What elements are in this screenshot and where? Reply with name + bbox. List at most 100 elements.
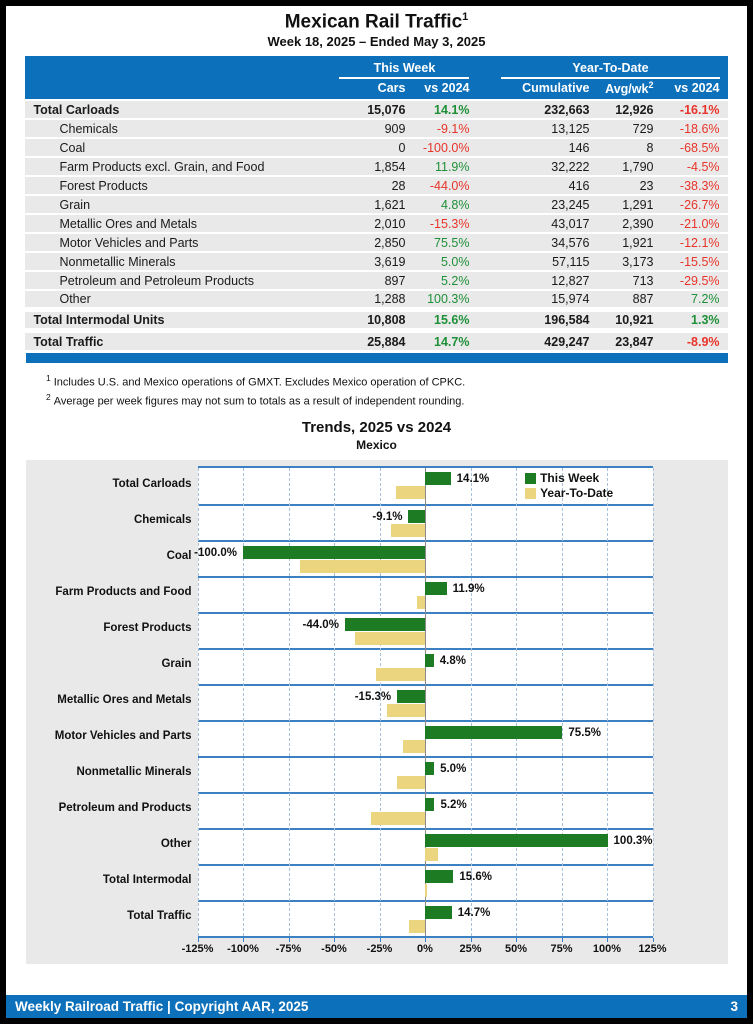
cars-value: 897 [331,270,414,291]
grid-line [197,468,199,937]
avg-per-week-value: 713 [597,270,662,291]
avg-wk-footnote-marker: 2 [648,80,654,91]
chart-category-label: Grain [161,658,192,671]
chart-category-label: Petroleum and Products [58,802,192,815]
title-footnote-marker: 1 [462,11,469,23]
bar-value-label: 14.7% [457,907,491,920]
ytd-pct: -8.9% [661,328,728,350]
grid-line [470,468,472,937]
header-blank-cell [25,56,332,80]
this-week-pct: 14.7% [413,328,478,350]
chart-category-label: Total Traffic [127,910,192,923]
grid-line [516,468,517,937]
gap-cell [477,156,494,177]
table-row: Total Intermodal Units 10,808 15.6% 196,584… [25,307,728,331]
grid-line [607,468,608,937]
chart-category-label: Forest Products [103,622,192,635]
gap-cell [477,251,494,272]
ytd-pct: -38.3% [661,175,728,196]
grid-line [243,468,244,937]
traffic-table-header: This Week Year-To-Date Cars vs 2024 Cumu… [25,56,728,101]
bar-value-label: -100.0% [194,547,237,560]
cumulative-value: 13,125 [493,118,598,139]
cars-value: 0 [331,137,414,158]
cars-value: 2,010 [331,213,414,234]
year-to-date-bar [395,486,425,500]
row-label: Total Carloads [25,99,332,120]
this-week-bar [425,472,451,486]
chart-row-band: 100.3% [197,828,653,864]
bar-value-label: 75.5% [568,727,602,740]
page-title: Mexican Rail Traffic1 [6,11,747,33]
ytd-pct: -68.5% [661,137,728,158]
avg-wk-label: Avg/wk [605,82,649,97]
page-title-text: Mexican Rail Traffic [284,11,463,33]
this-week-bar [425,654,434,668]
cumulative-value: 23,245 [493,194,598,215]
footnote: 1 Includes U.S. and Mexico operations of … [46,373,747,389]
header-blank-cell [25,79,332,101]
this-week-pct: 11.9% [413,156,478,177]
header-group-this-week: This Week [331,56,478,80]
row-label: Motor Vehicles and Parts [25,232,332,253]
x-tick-mark [425,938,426,943]
x-tick-mark [561,938,563,943]
chart-category-label: Nonmetallic Minerals [76,766,192,779]
legend-item: This Week [525,471,613,486]
this-week-pct: 75.5% [413,232,478,253]
avg-per-week-value: 1,291 [597,194,662,215]
row-label: Nonmetallic Minerals [25,251,332,272]
chart-category-label: Other [160,838,192,851]
ytd-pct: -21.0% [661,213,728,234]
ytd-pct: -15.5% [661,251,728,272]
year-to-date-bar [300,560,425,574]
row-label: Total Traffic [25,328,332,350]
chart-legend: This Week Year-To-Date [525,471,613,501]
x-tick-mark [243,938,244,943]
legend-swatch [525,488,537,500]
chart-category-label: Motor Vehicles and Parts [54,730,192,743]
table-row: Other 1,288 100.3% 15,974 887 7.2% [25,289,728,310]
year-to-date-bar [416,596,425,610]
x-tick-mark [379,938,381,943]
footnote: 2 Average per week figures may not sum to… [46,392,747,408]
bar-value-label: 5.0% [440,763,467,776]
chart-subtitle: Mexico [356,438,397,453]
this-week-pct: 15.6% [413,307,478,331]
footnote-marker: 2 [46,391,51,402]
this-week-pct: 100.3% [413,289,478,310]
header-gap-cell [477,56,494,80]
table-row: Grain 1,621 4.8% 23,245 1,291 -26.7% [25,194,728,215]
gap-cell [477,307,494,331]
gap-cell [477,289,494,310]
x-tick-label: -75% [275,943,302,956]
footer-text: Weekly Railroad Traffic | Copyright AAR,… [15,999,309,1014]
footnote-text: Average per week figures may not sum to … [53,395,465,408]
table-bottom-divider [25,352,728,363]
grid-line [334,468,335,937]
footnote-marker: 1 [46,372,51,383]
chart-row-band: 15.6% [197,864,653,900]
footer-page-number: 3 [730,999,738,1014]
cumulative-value: 416 [493,175,598,196]
year-to-date-bar [386,704,425,718]
table-row: Total Carloads 15,076 14.1% 232,663 12,926 -1… [25,99,728,120]
table-row: Motor Vehicles and Parts 2,850 75.5% 34,576… [25,232,728,253]
cumulative-value: 196,584 [493,307,598,331]
x-tick-mark [197,938,199,943]
x-tick-label: 25% [459,943,482,956]
avg-per-week-value: 3,173 [597,251,662,272]
this-week-group-label: This Week [339,61,470,80]
bar-value-label: 4.8% [439,655,466,668]
cars-value: 25,884 [331,328,414,350]
this-week-bar [408,510,425,524]
legend-label: This Week [540,471,600,486]
this-week-bar [425,798,435,812]
bar-value-label: -15.3% [354,691,392,704]
this-week-pct: -15.3% [413,213,478,234]
row-label: Other [25,289,332,310]
cumulative-value: 429,247 [493,328,598,350]
avg-per-week-value: 2,390 [597,213,662,234]
ytd-pct: 7.2% [661,289,728,310]
bar-value-label: 15.6% [459,871,492,884]
